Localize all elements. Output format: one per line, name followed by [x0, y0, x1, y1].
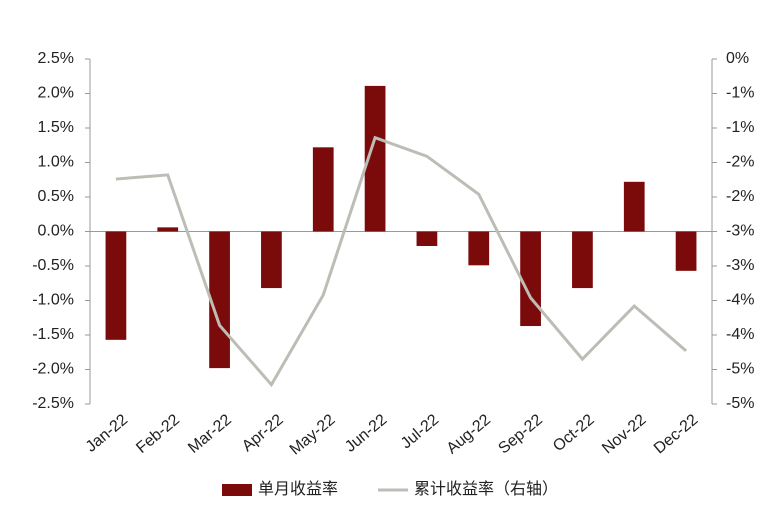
- y-tick-label: 2.5%: [38, 50, 74, 67]
- bar: [468, 231, 490, 266]
- line: [115, 135, 688, 388]
- legend-swatch: [222, 484, 252, 496]
- x-tick-label: Jan-22: [83, 411, 131, 456]
- x-tick-label: Aug-22: [444, 411, 495, 457]
- x-tick-label: Sep-22: [495, 411, 546, 457]
- y2-tick-label: -1%: [726, 119, 754, 136]
- bar: [572, 231, 593, 289]
- y2-tick-label: -2%: [726, 188, 754, 205]
- y-tick-label: -1.0%: [32, 292, 74, 309]
- y-tick-label: 1.0%: [38, 154, 74, 171]
- y2-tick-label: -4%: [726, 292, 754, 309]
- bar: [416, 231, 438, 246]
- y-tick-label: 0.0%: [38, 223, 74, 240]
- y-tick-label: 2.0%: [38, 85, 74, 102]
- bar: [364, 85, 386, 232]
- bar: [105, 231, 127, 340]
- y-tick-label: -0.5%: [32, 257, 74, 274]
- x-tick-label: May-22: [287, 411, 339, 458]
- x-tick-label: Jul-22: [398, 411, 442, 452]
- x-tick-label: Feb-22: [133, 411, 183, 457]
- y-tick-label: -1.5%: [32, 326, 74, 343]
- x-tick-label: Apr-22: [239, 411, 287, 455]
- x-tick-label: Oct-22: [550, 411, 598, 455]
- y2-tick-label: -3%: [726, 223, 754, 240]
- y2-tick-label: 0%: [726, 50, 749, 67]
- y-tick-label: 1.5%: [38, 119, 74, 136]
- y2-tick-label: -4%: [726, 326, 754, 343]
- bar: [209, 231, 230, 369]
- x-tick-label: Dec-22: [651, 411, 702, 457]
- y-tick-label: -2.5%: [32, 395, 74, 412]
- y2-tick-label: -5%: [726, 395, 754, 412]
- y2-tick-label: -3%: [726, 257, 754, 274]
- x-tick-label: Mar-22: [185, 411, 235, 457]
- x-tick-label: Jun-22: [342, 411, 390, 456]
- y2-tick-label: -1%: [726, 85, 754, 102]
- legend-label: 单月收益率: [258, 480, 338, 498]
- y2-tick-label: -5%: [726, 361, 754, 378]
- bar: [623, 181, 645, 232]
- y-tick-label: 0.5%: [38, 188, 74, 205]
- bar: [675, 231, 697, 271]
- y-tick-label: -2.0%: [32, 361, 74, 378]
- bar: [312, 147, 334, 232]
- legend-label: 累计收益率（右轴）: [414, 480, 558, 498]
- bar: [520, 231, 541, 327]
- y2-tick-label: -2%: [726, 154, 754, 171]
- bar: [261, 231, 282, 289]
- bar: [157, 227, 179, 232]
- x-tick-label: Nov-22: [599, 411, 650, 457]
